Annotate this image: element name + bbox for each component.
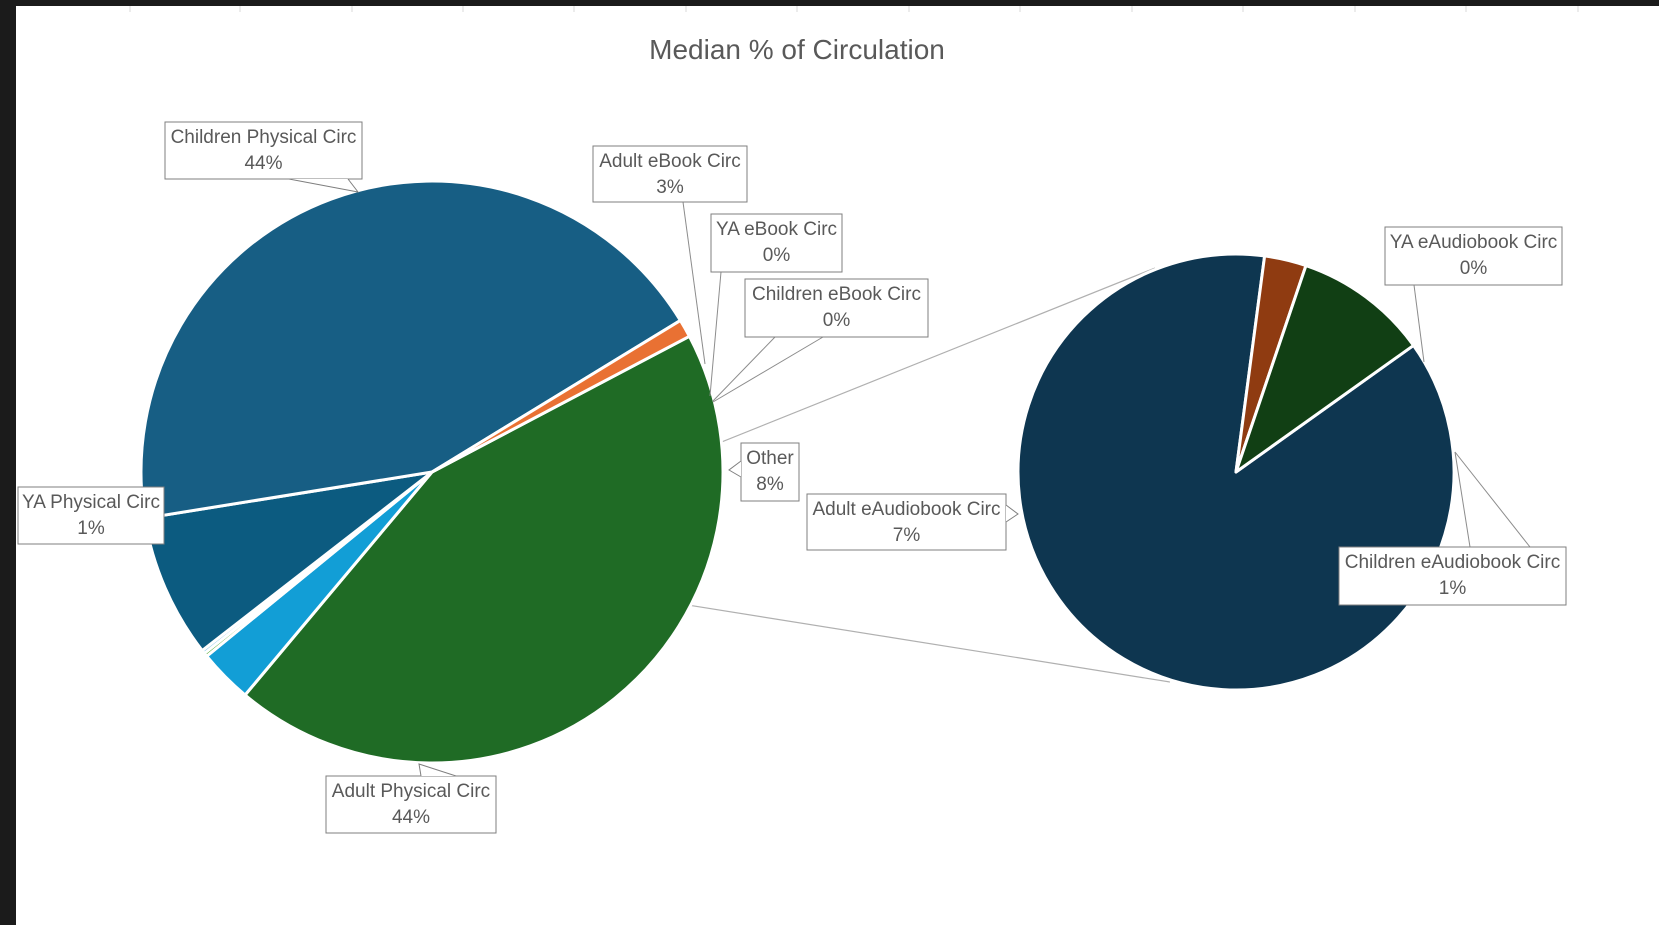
secondary-pie-label-adult-eaudiobook-circ-value: 7% bbox=[893, 525, 921, 546]
main-pie-label-adult-ebook-circ-leader-line bbox=[682, 201, 706, 365]
main-pie-slice-adult-physical-circ[interactable] bbox=[139, 179, 682, 520]
main-pie-label-ya-ebook-circ-value: 0% bbox=[763, 245, 791, 266]
leader-lines bbox=[682, 201, 1531, 548]
main-pie-label-ya-ebook-circ-leader-line bbox=[709, 271, 722, 397]
secondary-pie-label-adult-eaudiobook-circ[interactable]: Adult eAudiobook Circ 7% bbox=[806, 493, 1019, 551]
main-pie-label-children-physical-circ-pointer bbox=[288, 178, 360, 193]
main-pie-label-children-ebook-circ-leader-line bbox=[712, 336, 824, 403]
secondary-pie-label-ya-eaudiobook-circ-leader-line bbox=[1413, 284, 1425, 363]
secondary-pie-label-children-eaudiobook-circ[interactable]: Children eAudiobook Circ 1% bbox=[1338, 546, 1567, 606]
secondary-pie-label-children-eaudiobook-circ-name: Children eAudiobook Circ bbox=[1345, 552, 1560, 573]
main-pie-label-ya-ebook-circ-name: YA eBook Circ bbox=[716, 219, 837, 240]
main-pie-label-adult-ebook-circ-box bbox=[592, 145, 748, 203]
secondary-pie-label-adult-eaudiobook-circ-name: Adult eAudiobook Circ bbox=[813, 499, 1001, 520]
main-pie-label-other-box bbox=[740, 442, 800, 502]
main-pie-label-ya-ebook-circ-box bbox=[710, 213, 843, 273]
data-labels: Children Physical Circ 44% Adult eBook Cir… bbox=[17, 121, 1567, 834]
main-pie-label-children-ebook-circ-name: Children eBook Circ bbox=[752, 284, 921, 305]
secondary-pie-label-children-eaudiobook-circ-value: 1% bbox=[1439, 578, 1467, 599]
sheet-gridlines bbox=[129, 6, 1579, 12]
main-pie-slice-ya-physical-circ[interactable] bbox=[430, 318, 691, 474]
secondary-pie-label-ya-eaudiobook-circ-value: 0% bbox=[1460, 258, 1488, 279]
secondary-pie-slice-children-eaudiobook-circ[interactable] bbox=[1234, 264, 1415, 474]
main-pie-label-adult-physical-circ-pointer bbox=[418, 763, 457, 777]
chart-title[interactable]: Median % of Circulation bbox=[649, 34, 945, 65]
main-pie-label-adult-physical-circ-value: 44% bbox=[392, 807, 430, 828]
main-pie-label-ya-physical-circ-value: 1% bbox=[77, 518, 105, 539]
main-pie-label-adult-ebook-circ[interactable]: Adult eBook Circ 3% bbox=[592, 145, 748, 203]
main-pie-label-other-pointer bbox=[728, 460, 742, 478]
main-pie-label-adult-ebook-circ-value: 3% bbox=[656, 177, 684, 198]
secondary-pie-label-adult-eaudiobook-circ-pointer bbox=[1005, 504, 1019, 523]
main-pie-label-adult-physical-circ[interactable]: Adult Physical Circ 44% bbox=[325, 763, 497, 834]
main-pie-label-ya-physical-circ-name: YA Physical Circ bbox=[22, 492, 160, 513]
main-pie-label-children-physical-circ-name: Children Physical Circ bbox=[171, 127, 357, 148]
main-pie-label-children-ebook-circ[interactable]: Children eBook Circ 0% bbox=[744, 278, 929, 338]
secondary-pie-label-children-eaudiobook-circ-box bbox=[1338, 546, 1567, 606]
secondary-pie-label-ya-eaudiobook-circ[interactable]: YA eAudiobook Circ 0% bbox=[1384, 226, 1563, 286]
main-pie-label-ya-physical-circ-box bbox=[17, 486, 165, 545]
main-pie-label-children-physical-circ-box bbox=[164, 121, 363, 180]
secondary-pie[interactable] bbox=[1016, 252, 1456, 692]
main-pie[interactable] bbox=[139, 179, 725, 765]
main-pie-label-children-ebook-circ-box bbox=[744, 278, 929, 338]
secondary-pie-label-children-eaudiobook-circ-leader-line bbox=[1454, 451, 1531, 548]
main-pie-label-adult-ebook-circ-name: Adult eBook Circ bbox=[599, 151, 741, 172]
secondary-pie-label-children-eaudiobook-circ-leader-line bbox=[1454, 451, 1471, 548]
main-pie-label-other[interactable]: Other 8% bbox=[728, 442, 800, 502]
main-pie-label-children-physical-circ[interactable]: Children Physical Circ 44% bbox=[164, 121, 363, 193]
main-pie-label-children-ebook-circ-leader-line bbox=[712, 336, 776, 402]
main-pie-label-ya-ebook-circ[interactable]: YA eBook Circ 0% bbox=[710, 213, 843, 273]
main-pie-slice-children-physical-circ[interactable] bbox=[243, 334, 725, 765]
main-pie-label-children-ebook-circ-value: 0% bbox=[823, 310, 851, 331]
main-pie-label-other-name: Other bbox=[746, 448, 794, 469]
secondary-pie-label-ya-eaudiobook-circ-name: YA eAudiobook Circ bbox=[1390, 232, 1558, 253]
main-pie-label-children-physical-circ-value: 44% bbox=[244, 153, 282, 174]
main-pie-label-adult-physical-circ-name: Adult Physical Circ bbox=[332, 781, 490, 802]
main-pie-label-ya-physical-circ[interactable]: YA Physical Circ 1% bbox=[17, 486, 165, 545]
main-pie-label-adult-physical-circ-box bbox=[325, 775, 497, 834]
main-pie-label-other-value: 8% bbox=[756, 474, 784, 495]
secondary-pie-label-ya-eaudiobook-circ-box bbox=[1384, 226, 1563, 286]
secondary-pie-label-adult-eaudiobook-circ-box bbox=[806, 493, 1007, 551]
